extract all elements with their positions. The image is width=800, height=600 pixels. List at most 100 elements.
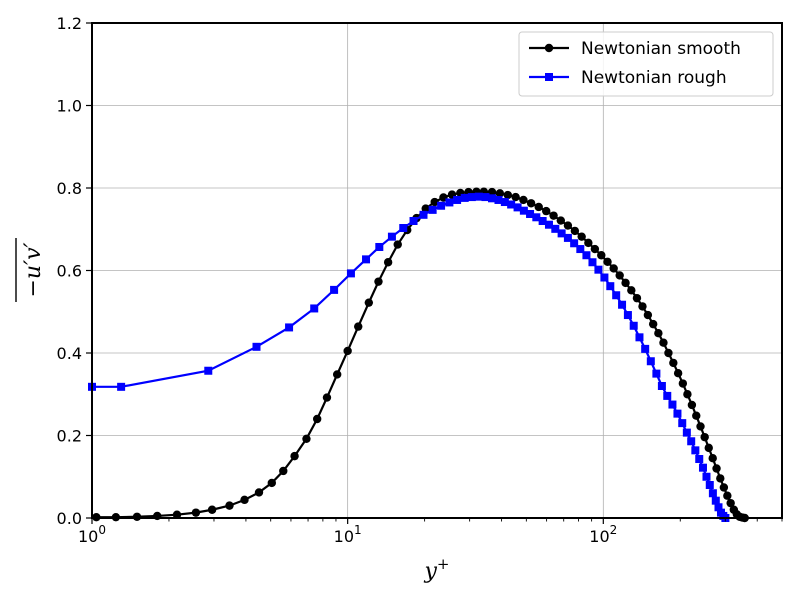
data-point bbox=[375, 242, 384, 251]
data-point bbox=[563, 233, 572, 242]
data-point bbox=[638, 302, 647, 311]
data-point bbox=[577, 232, 586, 241]
data-point bbox=[673, 409, 682, 418]
data-point bbox=[503, 190, 512, 200]
data-point bbox=[519, 195, 528, 205]
data-point bbox=[570, 239, 579, 248]
data-point bbox=[532, 213, 541, 222]
y-tick-label: 1.2 bbox=[57, 14, 82, 33]
legend-label: Newtonian rough bbox=[581, 68, 727, 88]
data-point bbox=[526, 199, 536, 208]
y-tick-label: 0.2 bbox=[57, 427, 82, 446]
data-point bbox=[682, 428, 691, 437]
series-line bbox=[92, 195, 727, 519]
data-point bbox=[570, 226, 580, 236]
data-point bbox=[646, 357, 655, 366]
data-point bbox=[641, 344, 650, 353]
series-smooth bbox=[92, 187, 749, 523]
data-point bbox=[663, 391, 672, 400]
data-point bbox=[500, 198, 509, 207]
data-point bbox=[600, 273, 609, 282]
data-point bbox=[673, 369, 683, 378]
data-point bbox=[302, 434, 311, 443]
data-point bbox=[494, 195, 503, 204]
x-tick-label: 100 bbox=[78, 523, 106, 546]
data-point bbox=[495, 189, 505, 198]
data-point bbox=[629, 321, 638, 330]
data-point bbox=[648, 319, 658, 329]
data-point bbox=[723, 491, 732, 500]
data-point bbox=[551, 224, 560, 233]
data-point bbox=[487, 187, 497, 197]
data-point bbox=[621, 278, 630, 288]
data-point bbox=[364, 298, 374, 307]
data-point bbox=[659, 338, 668, 347]
data-point bbox=[526, 209, 535, 218]
x-tick-label: 102 bbox=[589, 523, 617, 546]
legend-box bbox=[518, 31, 774, 97]
legend-label: Newtonian smooth bbox=[581, 39, 741, 59]
data-point bbox=[712, 464, 721, 473]
data-point bbox=[132, 512, 142, 521]
data-point bbox=[467, 193, 476, 202]
data-point bbox=[207, 505, 217, 514]
data-point bbox=[700, 432, 709, 442]
y-tick-label: 0.0 bbox=[57, 509, 82, 528]
data-point bbox=[632, 293, 642, 303]
data-point bbox=[556, 216, 566, 225]
data-point bbox=[719, 483, 729, 492]
data-point bbox=[716, 474, 725, 483]
data-point bbox=[609, 264, 618, 273]
data-point bbox=[726, 498, 735, 508]
data-point bbox=[474, 192, 483, 201]
data-point bbox=[343, 346, 352, 356]
data-point bbox=[437, 201, 446, 210]
data-point bbox=[346, 269, 355, 278]
data-point bbox=[481, 193, 490, 202]
data-point bbox=[430, 197, 439, 207]
data-point bbox=[399, 224, 408, 233]
grid-lines bbox=[91, 22, 782, 519]
data-point bbox=[683, 390, 692, 399]
data-point bbox=[322, 393, 332, 402]
data-point bbox=[290, 451, 299, 461]
data-point bbox=[204, 366, 213, 375]
data-point bbox=[172, 510, 182, 519]
y-axis-label-group: −u′v′ bbox=[15, 238, 46, 302]
data-point bbox=[588, 258, 597, 267]
legend-marker bbox=[544, 43, 554, 53]
x-axis-label: y+ bbox=[423, 555, 449, 584]
data-point bbox=[354, 322, 363, 331]
data-point bbox=[563, 221, 573, 230]
data-point bbox=[618, 300, 627, 309]
data-point bbox=[332, 370, 342, 379]
data-point bbox=[191, 508, 201, 517]
y-axis-label: −u′v′ bbox=[21, 242, 46, 297]
data-point bbox=[597, 251, 606, 260]
data-point bbox=[549, 211, 558, 220]
data-point bbox=[692, 411, 701, 420]
legend-marker bbox=[545, 73, 553, 81]
data-point bbox=[652, 369, 661, 378]
data-point bbox=[615, 271, 624, 280]
data-point bbox=[267, 478, 276, 488]
data-point bbox=[705, 481, 714, 489]
data-point bbox=[557, 229, 566, 238]
data-point bbox=[708, 489, 717, 498]
data-point bbox=[285, 323, 294, 332]
data-point bbox=[606, 282, 615, 291]
data-point bbox=[428, 205, 437, 214]
data-point bbox=[627, 286, 636, 295]
data-point bbox=[711, 496, 720, 505]
data-point bbox=[623, 311, 632, 320]
data-point bbox=[664, 348, 673, 358]
data-point bbox=[678, 419, 687, 428]
data-point bbox=[678, 379, 688, 388]
data-point bbox=[687, 400, 697, 410]
data-point bbox=[460, 193, 469, 202]
data-point bbox=[387, 232, 396, 241]
data-point bbox=[594, 265, 603, 274]
data-point bbox=[279, 466, 288, 476]
axis-ticks: 0.0 0.2 0.4 0.6 0.8 1.0 1.2 100 101 102 bbox=[57, 14, 783, 546]
data-point bbox=[519, 206, 528, 215]
